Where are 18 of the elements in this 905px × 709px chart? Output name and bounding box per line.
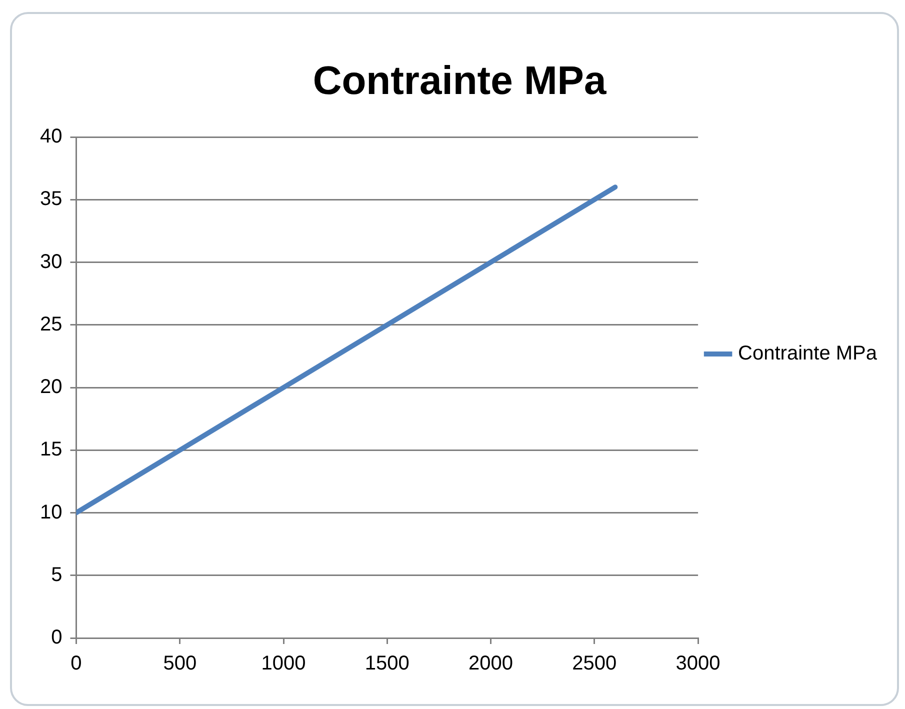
x-tick-label: 2000: [468, 652, 514, 675]
x-tick-label: 500: [163, 652, 197, 675]
y-tick-label: 40: [40, 126, 62, 148]
y-tick-label: 15: [40, 438, 62, 461]
y-tick-label: 35: [40, 188, 62, 210]
y-tick-label: 20: [40, 376, 62, 398]
y-tick-label: 0: [51, 626, 62, 649]
legend-label: Contrainte MPa: [738, 342, 878, 365]
y-tick-label: 30: [40, 250, 62, 273]
x-tick-label: 2500: [572, 652, 617, 675]
x-tick-label: 0: [70, 652, 82, 675]
chart-title: Contrainte MPa: [312, 59, 607, 104]
x-tick-label: 1000: [261, 652, 306, 675]
x-tick-label: 3000: [676, 652, 720, 675]
y-tick-label: 25: [40, 313, 62, 336]
x-tick-label: 1500: [364, 652, 410, 675]
y-tick-label: 10: [40, 501, 62, 524]
y-tick-label: 5: [51, 564, 62, 586]
